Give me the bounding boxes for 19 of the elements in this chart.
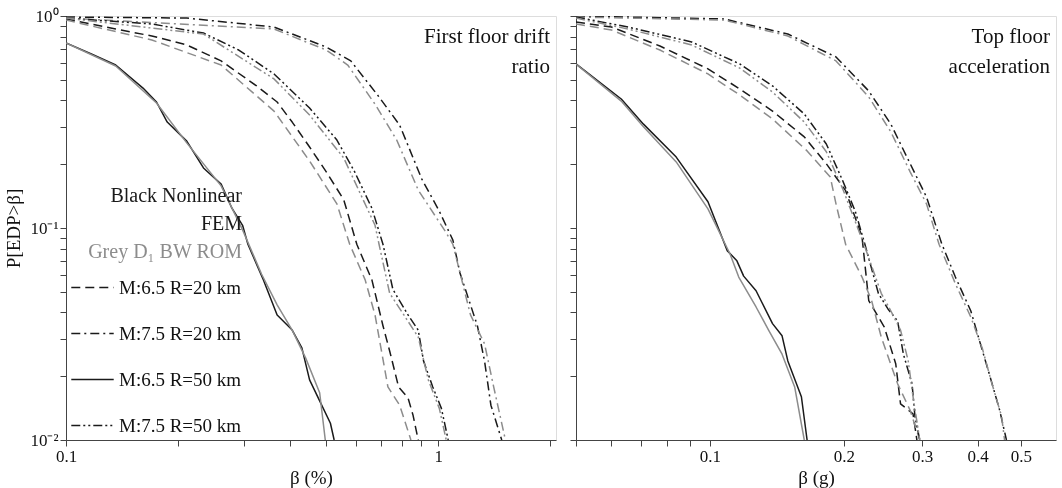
legend-label: M:6.5 R=50 km: [119, 368, 242, 390]
x-tick-label: 1: [434, 446, 444, 466]
text: First floor drift ratio: [424, 24, 551, 78]
x-axis-title: β (g): [798, 466, 835, 488]
x-tick-label: 0.4: [967, 446, 990, 466]
legend-label: M:7.5 R=50 km: [119, 414, 242, 436]
legend-label: M:7.5 R=20 km: [119, 322, 242, 344]
x-tick-label: 0.3: [911, 446, 934, 466]
x-axis-title: β (%): [290, 466, 333, 488]
y-axis-title: P[EDP>β]: [3, 188, 25, 269]
legend-label: M:6.5 R=20 km: [119, 276, 242, 298]
text: Top floor acceleration: [948, 24, 1051, 78]
y-tick-label: 10⁻¹: [30, 218, 59, 238]
annotation: Grey D₁ BW ROM: [88, 240, 243, 263]
annotation: Black Nonlinear FEM: [110, 184, 243, 234]
x-tick-label: 0.2: [833, 446, 855, 466]
x-tick-label: 0.5: [1010, 446, 1032, 466]
x-tick-label: 0.1: [699, 446, 722, 466]
y-tick-label: 10⁰: [35, 6, 59, 26]
